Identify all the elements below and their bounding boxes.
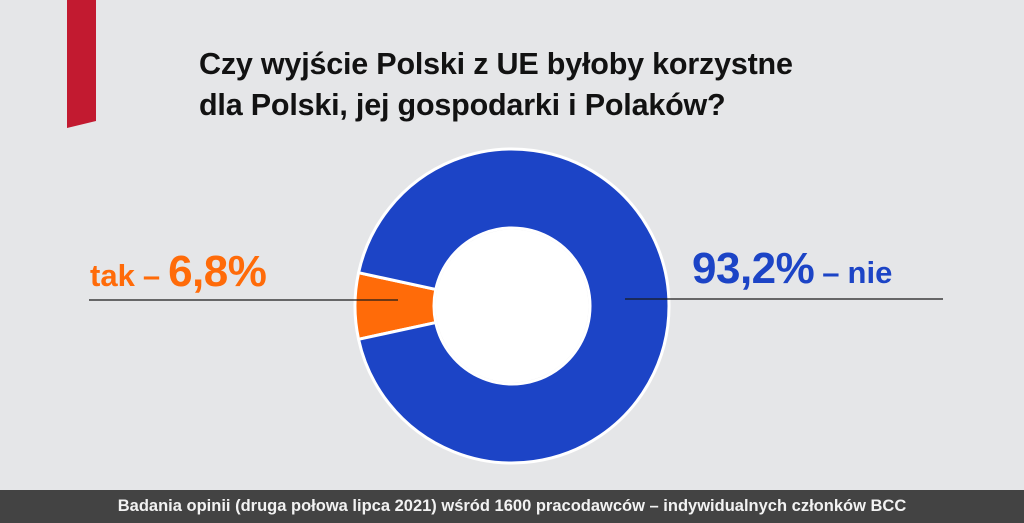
donut-hole [435,229,589,383]
tak-label-dash: – [142,258,161,293]
footer-source-note: Badania opinii (druga połowa lipca 2021)… [0,490,1024,523]
nie-label: 93,2% – nie [692,247,892,291]
nie-label-value: 93,2% [692,244,815,293]
chart-title: Czy wyjście Polski z UE byłoby korzystne… [199,44,959,126]
title-line-2: dla Polski, jej gospodarki i Polaków? [199,88,726,122]
tak-label-value: 6,8% [168,247,267,296]
nie-label-word: nie [847,255,893,290]
title-line-1: Czy wyjście Polski z UE byłoby korzystne [199,47,793,81]
tak-label: tak –6,8% [90,247,267,296]
donut-slice-nie [357,147,671,465]
nie-label-dash: – [822,255,840,290]
tak-label-word: tak [90,258,135,293]
